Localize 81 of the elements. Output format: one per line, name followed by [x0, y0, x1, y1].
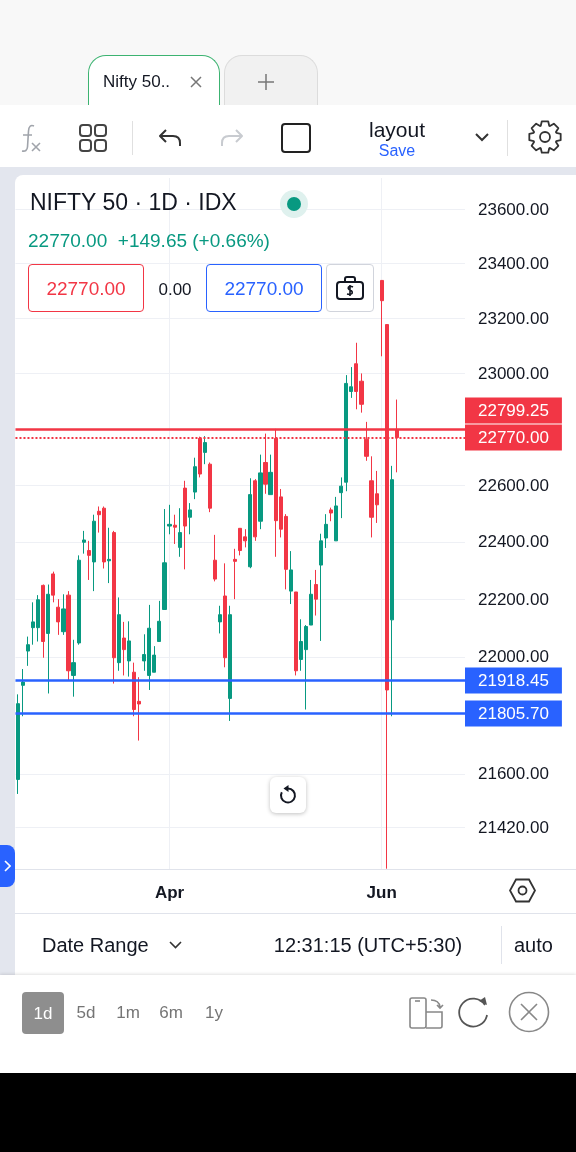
candlestick — [16, 693, 20, 795]
candlestick — [183, 480, 187, 570]
candlestick — [122, 621, 126, 676]
candlestick — [82, 530, 86, 555]
text: Date Range — [42, 934, 149, 956]
text: 6m — [159, 1003, 183, 1022]
candlestick — [268, 454, 273, 496]
candlestick — [41, 584, 45, 659]
y-tick-label: 23600.00 — [478, 199, 549, 219]
candlestick — [339, 476, 343, 519]
y-tick-label: 22600.00 — [478, 475, 549, 495]
y-tick-label: 21420.00 — [478, 817, 549, 837]
ref-line-label: 22770.00 — [478, 428, 549, 448]
annotation: 22770.00 — [206, 264, 322, 312]
candlestick — [157, 600, 161, 643]
candlestick — [61, 593, 66, 636]
x-tick-label: Apr — [154, 883, 185, 902]
candlestick — [87, 540, 91, 581]
candlestick — [223, 562, 227, 668]
y-tick-label: 22000.00 — [478, 647, 549, 667]
candlestick — [203, 435, 207, 465]
candlestick — [309, 579, 313, 626]
candlestick — [56, 598, 60, 636]
y-tick-label: 22400.00 — [478, 532, 549, 552]
ref-line-label: 22799.25 — [478, 401, 549, 421]
candlestick — [390, 465, 394, 717]
candlestick — [66, 590, 71, 681]
text: 1y — [205, 1003, 223, 1022]
candlestick — [213, 534, 217, 582]
candlestick — [112, 530, 116, 685]
candlestick — [218, 605, 222, 634]
candlestick — [127, 620, 131, 678]
text: 1m — [116, 1003, 140, 1022]
annotation: 0.00 — [158, 280, 192, 299]
candlestick — [258, 454, 263, 530]
y-tick-label: 23200.00 — [478, 308, 549, 328]
candlestick — [162, 508, 167, 610]
y-tick-label: 22200.00 — [478, 589, 549, 609]
ref-line-label: 21918.45 — [478, 671, 549, 691]
candlestick — [289, 550, 293, 605]
text: NIFTY 50 · 1D · IDX — [30, 189, 237, 215]
y-tick-label: 23000.00 — [478, 363, 549, 383]
candlestick — [248, 477, 252, 569]
candlestick — [314, 569, 318, 617]
candlestick — [107, 527, 111, 584]
y-tick-label: 23400.00 — [478, 254, 549, 274]
y-tick-label: 21600.00 — [478, 764, 549, 784]
candlestick — [294, 591, 298, 676]
candlestick — [228, 605, 232, 722]
candlestick — [329, 507, 333, 522]
text: Nifty 50.. — [103, 72, 171, 91]
candlestick — [77, 554, 81, 646]
ref-line-label: 21805.70 — [478, 703, 549, 723]
candlestick — [46, 584, 50, 694]
text: 1d — [22, 992, 64, 1034]
candlestick — [188, 502, 192, 535]
text: layout — [368, 118, 426, 141]
candlestick — [167, 504, 172, 535]
candlestick — [253, 478, 257, 542]
text: 12:31:15 (UTC+5:30) — [273, 934, 463, 956]
candlestick — [193, 457, 197, 500]
candlestick — [319, 533, 323, 642]
candlestick — [233, 548, 237, 600]
text: auto — [514, 934, 553, 956]
candlestick — [324, 513, 328, 549]
candlestick — [71, 639, 76, 698]
candlestick — [117, 596, 121, 672]
candlestick — [208, 461, 212, 513]
annotation: 22770.00 — [28, 264, 144, 312]
candlestick — [173, 514, 177, 545]
candlestick — [92, 514, 96, 592]
text: 22770.00 +149.65 (+0.66%) — [28, 230, 270, 251]
candlestick — [26, 636, 30, 667]
text: 5d — [76, 1003, 96, 1022]
candlestick — [380, 279, 384, 357]
candlestick — [334, 496, 338, 542]
text: Save — [378, 142, 416, 159]
candlestick — [178, 507, 182, 558]
x-tick-label: Jun — [366, 883, 397, 902]
candlestick — [51, 571, 55, 603]
candlestick — [21, 668, 25, 717]
